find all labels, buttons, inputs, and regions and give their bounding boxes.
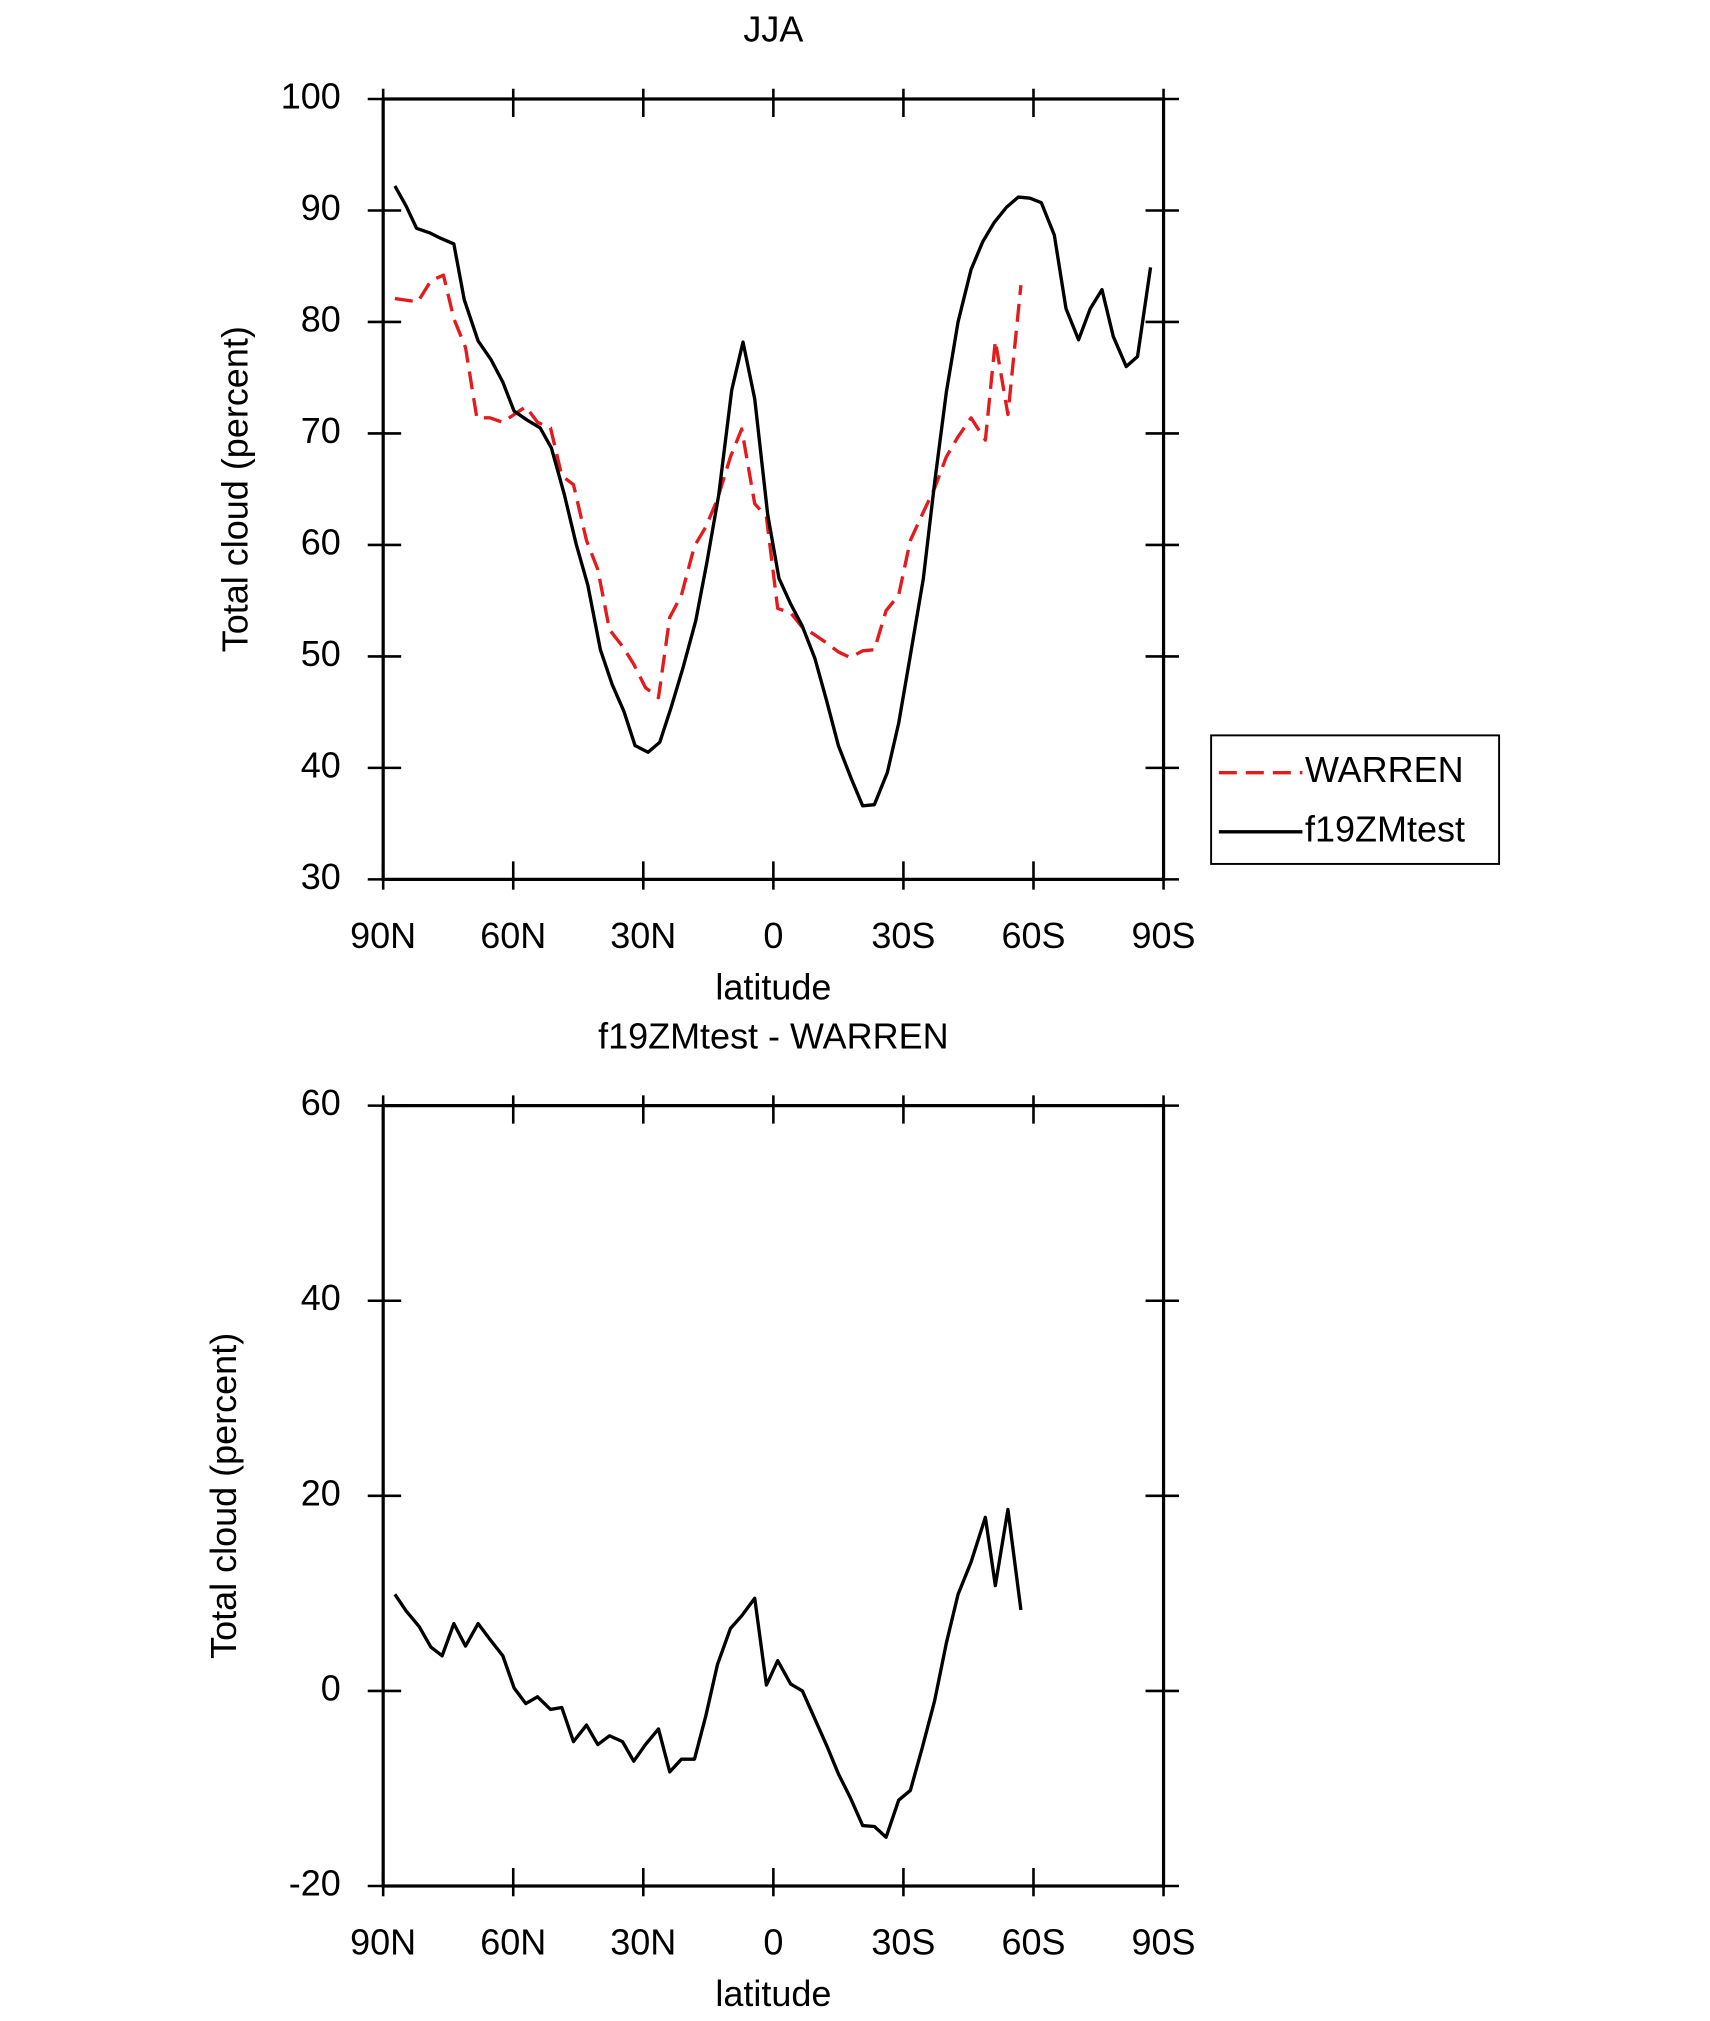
data-line (393, 1507, 1023, 1839)
x-axis-label: latitude (715, 966, 831, 1007)
legend-label: f19ZMtest (1305, 808, 1465, 849)
x-tick-label: 90S (1132, 915, 1196, 956)
y-tick-label: 30 (301, 856, 341, 897)
x-tick-label: 0 (763, 1922, 783, 1963)
legend-label: WARREN (1305, 749, 1464, 790)
data-line (394, 273, 1023, 700)
x-axis-label: latitude (715, 1973, 831, 2014)
x-tick-label: 30S (871, 1922, 935, 1963)
y-tick-label: 20 (301, 1472, 341, 1513)
y-tick-label: 100 (281, 75, 341, 116)
x-tick-label: 90N (350, 915, 416, 956)
y-tick-label: 40 (301, 744, 341, 785)
y-tick-label: 40 (301, 1277, 341, 1318)
x-tick-label: 60S (1001, 1922, 1065, 1963)
x-tick-label: 60N (480, 1922, 546, 1963)
y-tick-label: 0 (321, 1667, 341, 1708)
chart-title: f19ZMtest - WARREN (598, 1015, 949, 1056)
x-tick-label: 30N (610, 915, 676, 956)
y-axis-label: Total cloud (percent) (203, 1333, 244, 1659)
chart-title: JJA (743, 9, 803, 50)
y-tick-label: 50 (301, 633, 341, 674)
legend-box (1210, 734, 1501, 865)
y-tick-label: 90 (301, 187, 341, 228)
plot-frame (381, 1104, 1166, 1888)
x-tick-label: 90N (350, 1922, 416, 1963)
x-tick-label: 30N (610, 1922, 676, 1963)
x-tick-label: 60S (1001, 915, 1065, 956)
y-tick-label: 60 (301, 1082, 341, 1123)
x-tick-label: 30S (871, 915, 935, 956)
data-line (393, 185, 1153, 808)
y-tick-label: 60 (301, 521, 341, 562)
y-tick-label: -20 (289, 1863, 341, 1904)
y-tick-label: 70 (301, 410, 341, 451)
y-tick-label: 80 (301, 298, 341, 339)
x-tick-label: 0 (763, 915, 783, 956)
x-tick-label: 60N (480, 915, 546, 956)
x-tick-label: 90S (1132, 1922, 1196, 1963)
y-axis-label: Total cloud (percent) (214, 326, 255, 652)
